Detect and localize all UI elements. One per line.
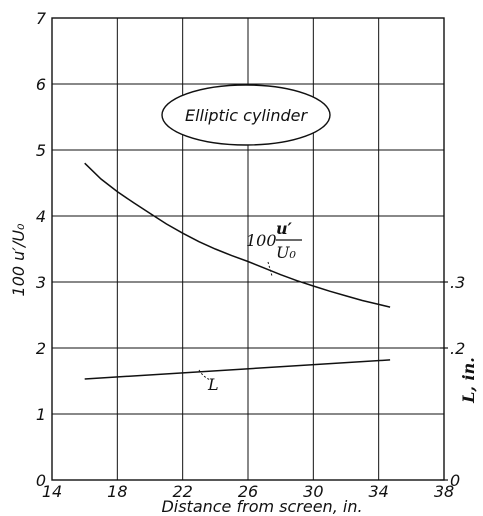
x-axis-label: Distance from screen, in. (161, 497, 362, 516)
y-axis-label: 100 u′/U₀ (9, 223, 28, 297)
series-label-L-leader (198, 369, 212, 381)
y-tick-3: 3 (36, 273, 46, 292)
y2-tick-2: 0 (450, 471, 460, 490)
y-tick-6: 6 (36, 75, 46, 94)
x-tick-labels: 14 18 22 26 30 34 38 (42, 482, 454, 501)
series-line-1 (84, 359, 391, 380)
x-tick-2: 22 (172, 482, 192, 501)
series-label-u-prefix: 100 (246, 231, 277, 250)
x-tick-3: 26 (238, 482, 258, 501)
y-tick-4: 4 (36, 207, 46, 226)
annotation-ellipse: Elliptic cylinder (161, 84, 331, 146)
series-label-L-text: L (207, 375, 219, 394)
x-tick-6: 38 (434, 482, 454, 501)
y-tick-labels: 0 1 2 3 4 5 6 7 (36, 9, 47, 490)
x-tick-5: 34 (368, 482, 388, 501)
annotation-text: Elliptic cylinder (185, 106, 309, 125)
series-label-u-leader (267, 261, 273, 277)
plot-frame (51, 17, 445, 481)
y-tick-1: 1 (36, 405, 46, 424)
series-label-u: 100 u′ U₀ (246, 219, 302, 277)
y-tick-0: 0 (36, 471, 46, 490)
x-tick-0: 14 (42, 482, 62, 501)
y2-tick-1: .2 (450, 339, 465, 358)
series-line-0 (84, 162, 391, 308)
y-tick-5: 5 (36, 141, 46, 160)
y-tick-7: 7 (36, 9, 47, 28)
grid (51, 17, 445, 481)
series-label-u-den: U₀ (276, 243, 296, 262)
y2-tick-0: .3 (450, 273, 465, 292)
series-label-L: L (198, 369, 219, 394)
y2-tick-labels: .3 .2 0 (440, 273, 465, 490)
x-tick-1: 18 (107, 482, 127, 501)
series-label-u-num: u′ (276, 219, 293, 238)
y-tick-2: 2 (36, 339, 46, 358)
x-tick-4: 30 (303, 482, 323, 501)
series-layer (84, 162, 391, 380)
y2-axis-label: L, in. (459, 357, 478, 404)
